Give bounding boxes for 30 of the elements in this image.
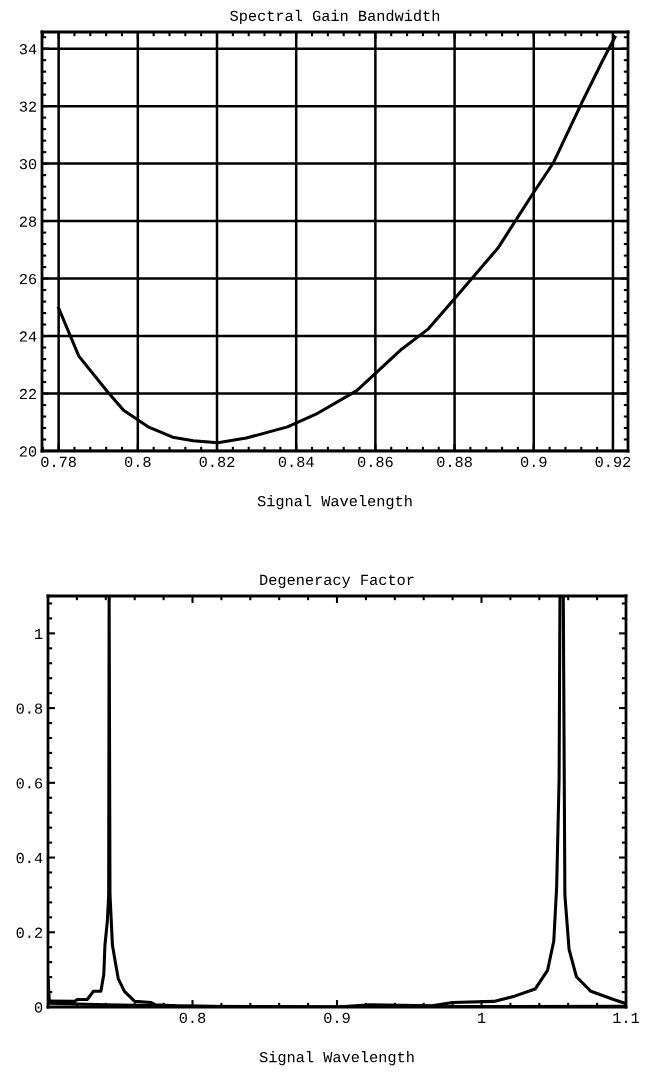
x-tick-label: 1	[478, 1012, 486, 1023]
x-tick-label: 0.84	[278, 456, 314, 468]
x-axis-title: Signal Wavelength	[257, 495, 412, 510]
x-tick-label: 0.86	[357, 456, 393, 468]
y-tick-label: 24	[19, 331, 37, 342]
x-tick-label: 0.78	[41, 456, 76, 468]
y-tick-label: 30	[19, 158, 37, 170]
chart-title: Spectral Gain Bandwidth	[230, 9, 440, 25]
x-tick-label: 0.8	[179, 1012, 206, 1024]
x-tick-label: 0.9	[324, 1012, 350, 1024]
x-tick-label: 0.9	[520, 456, 547, 468]
chart-title: Degeneracy Factor	[260, 574, 414, 589]
y-tick-label: 32	[19, 101, 37, 112]
y-tick-label: 22	[19, 388, 37, 400]
y-tick-label: 20	[19, 446, 37, 457]
x-tick-label: 1.1	[613, 1012, 640, 1023]
x-tick-label: 0.88	[437, 456, 472, 468]
x-tick-label: 0.8	[124, 456, 151, 468]
y-tick-label: 0	[34, 1002, 43, 1013]
y-tick-label: 26	[19, 273, 37, 285]
y-tick-label: 0.4	[16, 852, 43, 864]
x-tick-label: 0.92	[595, 456, 631, 468]
y-tick-label: 1	[35, 628, 43, 639]
y-tick-label: 34	[19, 43, 37, 55]
y-tick-label: 0.8	[16, 703, 43, 714]
x-axis-title: Signal Wavelength	[259, 1051, 414, 1066]
y-tick-label: 0.2	[16, 927, 43, 938]
x-tick-label: 0.82	[199, 456, 235, 468]
y-tick-label: 28	[19, 216, 37, 227]
y-tick-label: 0.6	[16, 778, 43, 789]
